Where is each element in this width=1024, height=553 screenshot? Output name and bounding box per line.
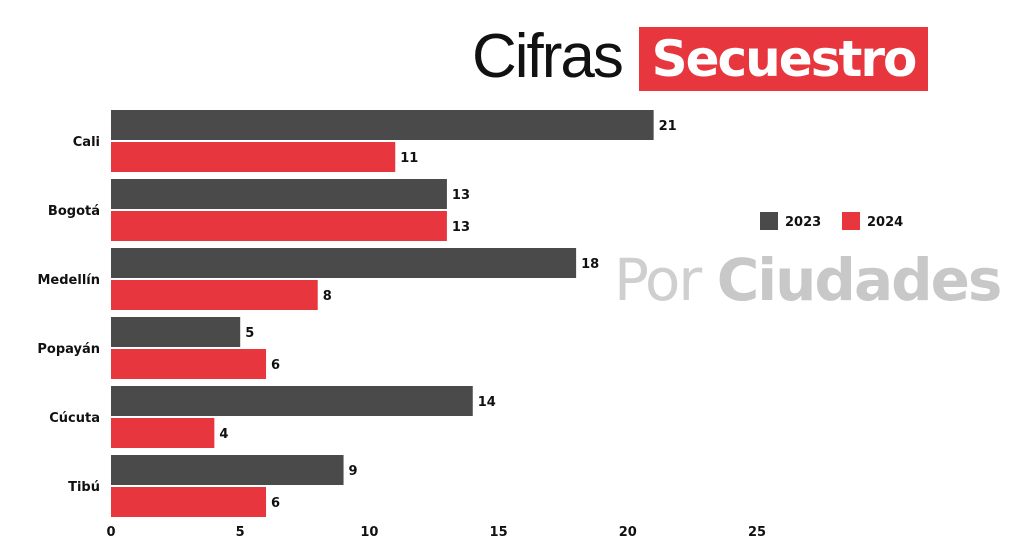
legend-swatch-2023 (760, 212, 778, 230)
bar-2023 (111, 179, 447, 209)
data-label: 6 (271, 358, 280, 373)
data-label: 13 (452, 220, 470, 235)
category-label: Popayán (37, 342, 100, 357)
bar-2024 (111, 349, 267, 379)
data-label: 13 (452, 188, 470, 203)
bar-2023 (111, 248, 577, 278)
legend-label: 2023 (785, 215, 821, 230)
bar-2024 (111, 211, 447, 241)
subtitle-por: Por (614, 246, 702, 314)
bar-2023 (111, 455, 344, 485)
category-label: Bogotá (48, 204, 100, 219)
category-label: Cali (73, 135, 100, 150)
bar-2023 (111, 317, 241, 347)
data-label: 11 (400, 151, 418, 166)
data-label: 8 (323, 289, 332, 304)
data-label: 4 (219, 427, 228, 442)
x-tick-label: 5 (236, 525, 245, 540)
category-label: Medellín (38, 273, 101, 288)
x-tick-label: 15 (490, 525, 508, 540)
data-label: 9 (349, 464, 358, 479)
data-label: 21 (659, 119, 677, 134)
x-tick-label: 0 (106, 525, 115, 540)
bar-2023 (111, 386, 473, 416)
bar-2024 (111, 280, 318, 310)
legend-swatch-2024 (842, 212, 860, 230)
subtitle-ciudades: Ciudades (716, 246, 1003, 314)
data-label: 5 (245, 326, 254, 341)
subtitle: Por Ciudades (614, 240, 1003, 320)
x-tick-label: 25 (748, 525, 766, 540)
bar-2024 (111, 487, 267, 517)
title-secuestro-badge: Secuestro (639, 27, 928, 91)
bar-2024 (111, 142, 396, 172)
x-tick-label: 10 (360, 525, 378, 540)
x-tick-label: 20 (619, 525, 637, 540)
category-label: Cúcuta (49, 411, 100, 426)
bar-2023 (111, 110, 654, 140)
category-label: Tibú (68, 480, 100, 495)
data-label: 6 (271, 496, 280, 511)
data-label: 18 (581, 257, 599, 272)
data-label: 14 (478, 395, 496, 410)
title-cifras: Cifras (472, 22, 624, 91)
bar-2024 (111, 418, 215, 448)
legend-label: 2024 (867, 215, 903, 230)
